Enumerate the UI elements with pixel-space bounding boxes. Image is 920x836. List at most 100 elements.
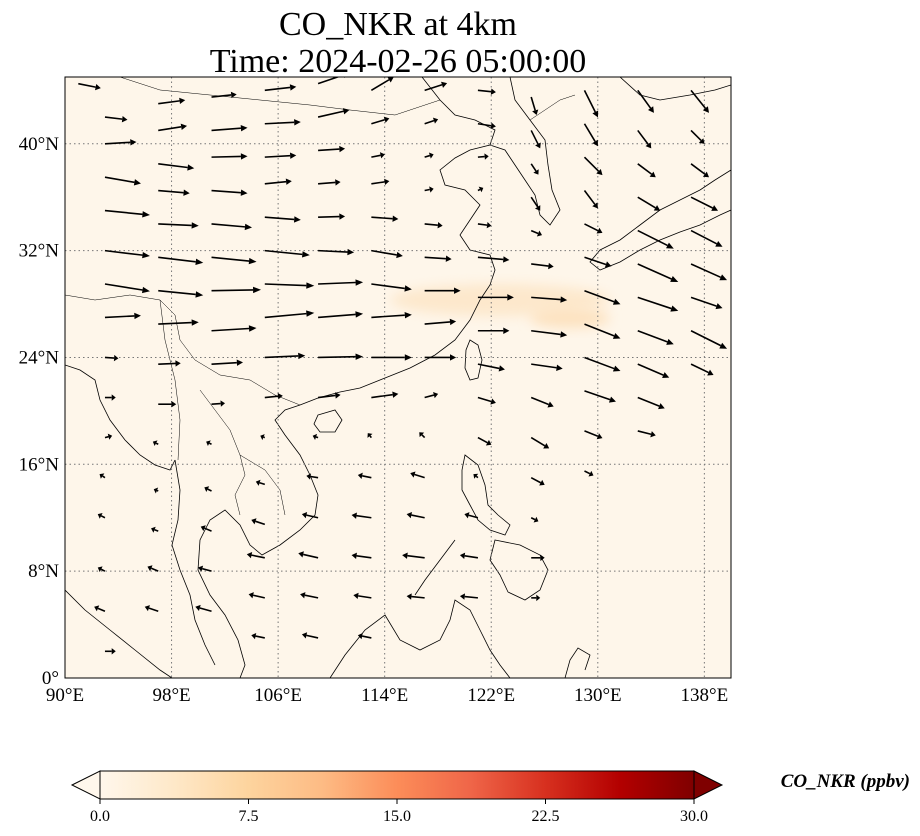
wind-vector [477, 436, 492, 446]
wind-vector [584, 470, 594, 477]
wind-vector [318, 213, 346, 220]
wind-vector [211, 325, 257, 332]
wind-vector [690, 89, 710, 113]
wind-vector [477, 88, 496, 95]
wind-vector [264, 178, 292, 185]
gridlines [65, 77, 731, 678]
wind-vector [158, 289, 204, 298]
coastline-visayas [489, 539, 549, 601]
wind-vector [584, 390, 616, 403]
wind-vector [530, 516, 539, 523]
wind-vector [264, 352, 306, 360]
wind-vector [246, 552, 265, 559]
wind-vector [306, 473, 319, 480]
wind-vector [531, 594, 541, 602]
wind-vector [264, 216, 301, 223]
wind-vector [353, 592, 372, 600]
lon-tick-label: 122°E [467, 685, 515, 706]
wind-vector [410, 471, 425, 479]
wind-vector [211, 359, 244, 366]
wind-vector [357, 472, 372, 479]
colorbar-gradient [99, 770, 695, 800]
wind-vector [211, 400, 226, 407]
wind-vector [300, 592, 319, 599]
wind-vector [406, 511, 425, 519]
wind-vector [371, 311, 412, 319]
wind-vector [370, 77, 394, 92]
wind-vector [583, 123, 598, 147]
wind-vector [264, 152, 297, 159]
wind-vector [318, 248, 355, 256]
wind-vector [211, 91, 237, 99]
wind-vector [690, 196, 719, 211]
latitude-ticks: 0° 8°N 16°N 24°N 32°N 40°N [19, 134, 60, 689]
wind-vector [97, 566, 106, 573]
wind-vector [97, 512, 106, 519]
lat-tick-label: 16°N [19, 454, 60, 475]
coastline-china [299, 77, 496, 406]
wind-vector [200, 525, 212, 532]
lat-tick-label: 8°N [28, 561, 59, 582]
wind-vector [301, 632, 319, 639]
border-indochina-2 [239, 454, 286, 516]
wind-vector [637, 229, 674, 249]
wind-vector [206, 440, 212, 447]
wind-vector [459, 552, 479, 559]
lat-tick-label: 0° [42, 668, 59, 689]
co-plume [390, 284, 610, 316]
wind-vector [530, 163, 539, 175]
wind-vector [264, 282, 315, 289]
wind-vectors [78, 77, 728, 655]
wind-vector [424, 152, 434, 159]
lon-tick-label: 98°E [152, 685, 190, 706]
wind-vector [637, 363, 670, 379]
coastline-myanmar [65, 364, 176, 471]
wind-vector [371, 283, 412, 292]
wind-vector [424, 186, 434, 193]
wind-vector [371, 178, 390, 186]
wind-vector [264, 310, 315, 319]
coastline-thailand-west [171, 459, 216, 666]
wind-vector [424, 318, 457, 326]
wind-vector [211, 189, 248, 196]
wind-vector [424, 255, 452, 262]
wind-vector [371, 215, 399, 222]
wind-vector [637, 163, 656, 178]
wind-vector [104, 139, 137, 146]
coastline-japan [589, 77, 731, 271]
map-panel [64, 76, 732, 679]
wind-vector [211, 125, 248, 132]
wind-vector [318, 279, 364, 286]
wind-vector [637, 430, 656, 438]
wind-vector [424, 287, 461, 294]
wind-vector [318, 145, 346, 153]
border-china-korea [529, 94, 576, 121]
wind-vector [104, 394, 116, 401]
wind-vector [584, 289, 621, 305]
wind-vector [531, 329, 568, 338]
border-mongolia [119, 77, 441, 116]
wind-vector [530, 196, 541, 211]
wind-vector [637, 330, 674, 345]
coastlines [65, 77, 731, 678]
wind-vector [477, 363, 505, 372]
wind-vector [690, 129, 705, 144]
wind-vector [531, 554, 545, 561]
wind-vector [312, 433, 319, 440]
wind-vector [690, 296, 723, 310]
wind-vector [318, 353, 364, 360]
wind-vector [78, 82, 101, 91]
wind-vector [530, 436, 550, 449]
wind-vector [371, 354, 412, 361]
lat-tick-label: 24°N [19, 347, 60, 368]
wind-vector [317, 108, 350, 118]
wind-vector [424, 81, 448, 92]
colorbar-title: CO_NKR (ppbv) [781, 771, 910, 792]
wind-vector [158, 360, 181, 367]
wind-vector [153, 487, 159, 494]
wind-vector [158, 163, 195, 171]
wind-vector [690, 263, 728, 281]
wind-vector [583, 190, 598, 209]
wind-vector [531, 296, 568, 303]
colorbar-tick-label: 22.5 [532, 808, 560, 825]
